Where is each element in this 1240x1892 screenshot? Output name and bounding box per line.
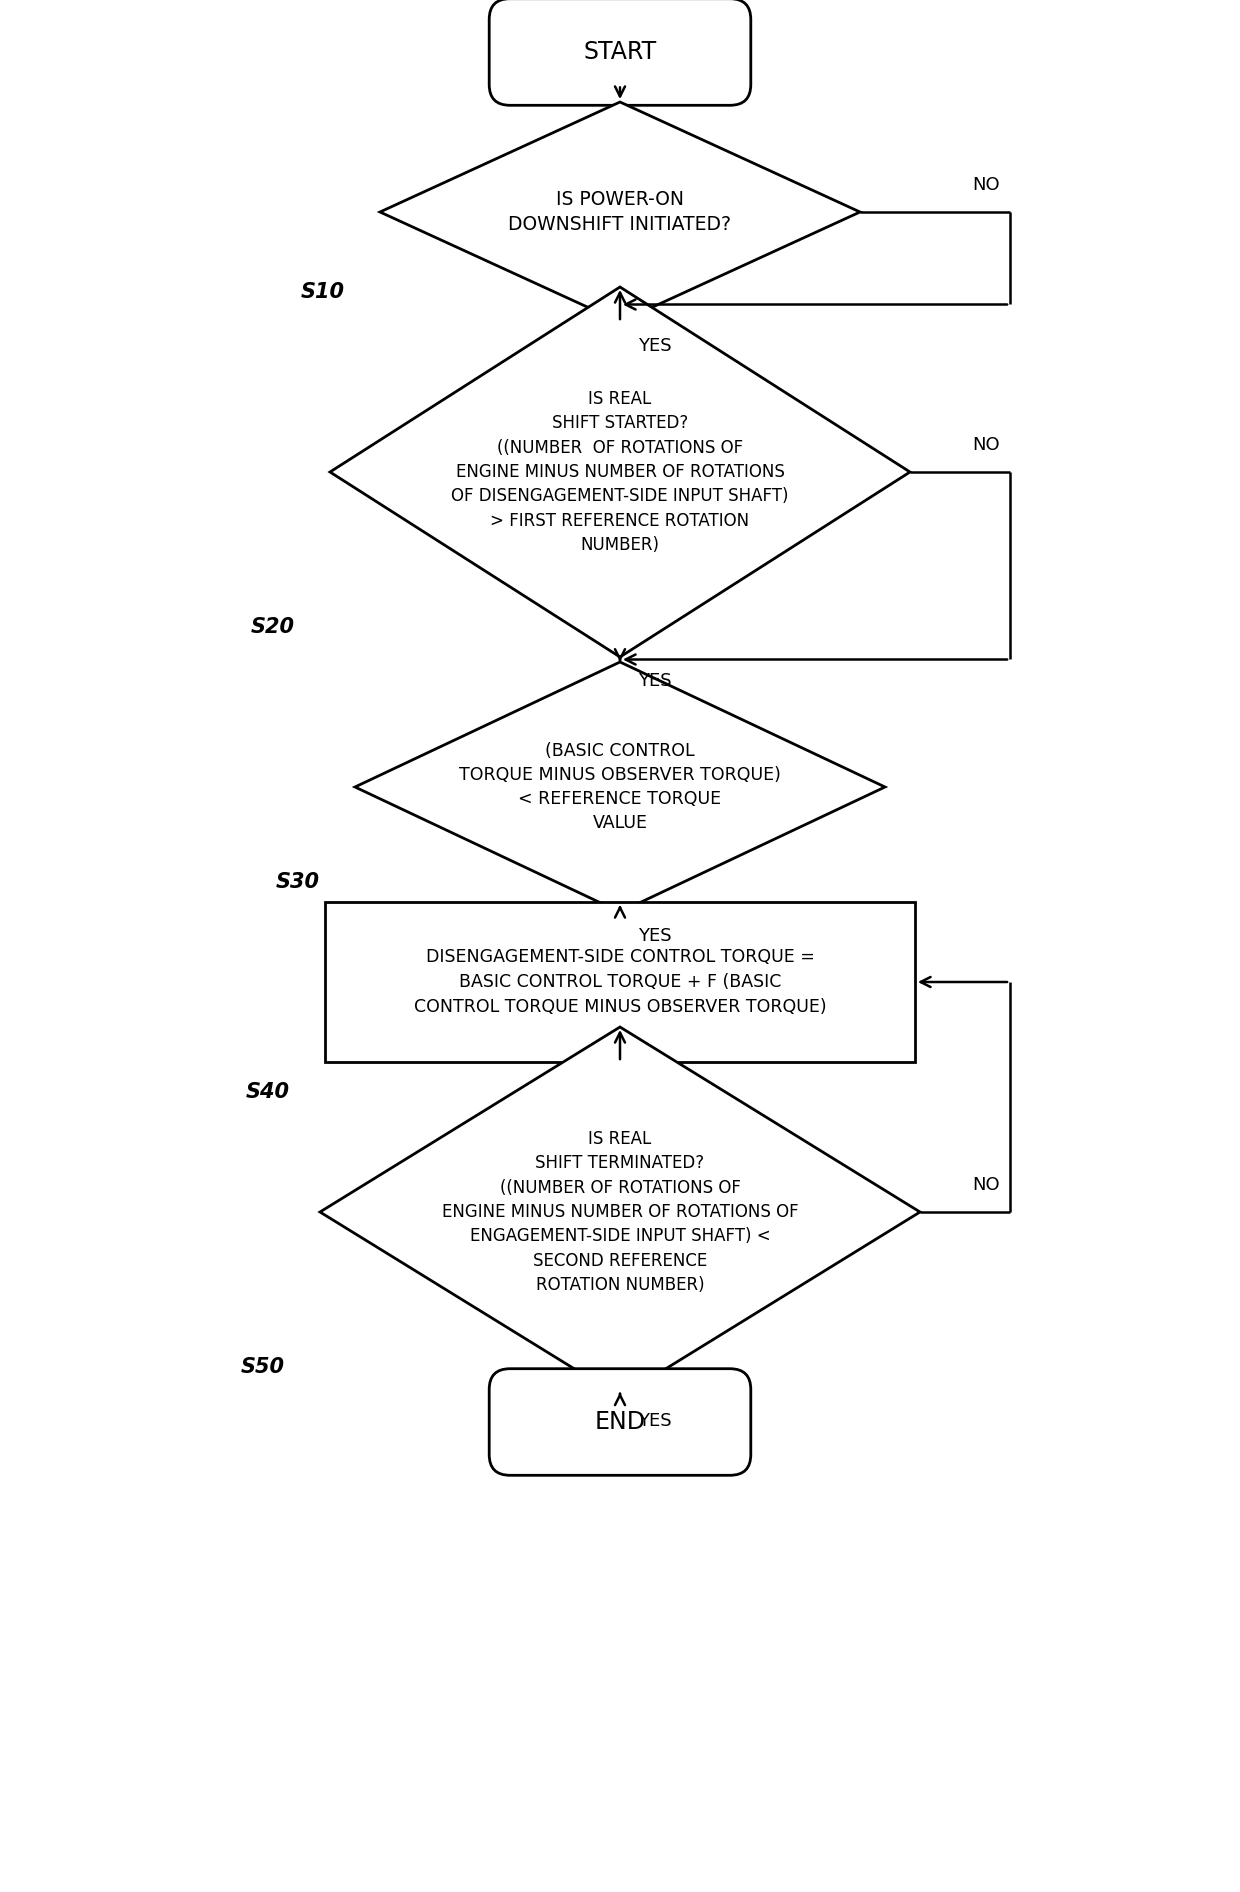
Text: IS REAL
SHIFT STARTED?
((NUMBER  OF ROTATIONS OF
ENGINE MINUS NUMBER OF ROTATION: IS REAL SHIFT STARTED? ((NUMBER OF ROTAT…: [451, 390, 789, 554]
Text: S20: S20: [250, 617, 295, 638]
Text: S10: S10: [301, 282, 345, 303]
FancyBboxPatch shape: [490, 1368, 750, 1476]
Text: END: END: [594, 1410, 646, 1434]
Polygon shape: [379, 102, 861, 322]
Text: IS REAL
SHIFT TERMINATED?
((NUMBER OF ROTATIONS OF
ENGINE MINUS NUMBER OF ROTATI: IS REAL SHIFT TERMINATED? ((NUMBER OF RO…: [441, 1130, 799, 1294]
Text: NO: NO: [972, 435, 999, 454]
Text: YES: YES: [639, 1411, 672, 1430]
Text: NO: NO: [972, 1177, 999, 1194]
Text: S40: S40: [246, 1082, 290, 1101]
Text: NO: NO: [972, 176, 999, 195]
Text: START: START: [583, 40, 657, 64]
Text: IS POWER-ON
DOWNSHIFT INITIATED?: IS POWER-ON DOWNSHIFT INITIATED?: [508, 189, 732, 235]
Text: S50: S50: [241, 1357, 285, 1377]
FancyBboxPatch shape: [490, 0, 750, 106]
Text: S30: S30: [277, 872, 320, 891]
Text: YES: YES: [639, 672, 672, 691]
Bar: [325, 902, 915, 1061]
Text: YES: YES: [639, 927, 672, 944]
Polygon shape: [320, 1027, 920, 1396]
Text: YES: YES: [639, 337, 672, 356]
Text: DISENGAGEMENT-SIDE CONTROL TORQUE =
BASIC CONTROL TORQUE + F (BASIC
CONTROL TORQ: DISENGAGEMENT-SIDE CONTROL TORQUE = BASI…: [414, 948, 826, 1016]
Text: (BASIC CONTROL
TORQUE MINUS OBSERVER TORQUE)
< REFERENCE TORQUE
VALUE: (BASIC CONTROL TORQUE MINUS OBSERVER TOR…: [459, 742, 781, 832]
Polygon shape: [330, 288, 910, 657]
Polygon shape: [355, 662, 885, 912]
